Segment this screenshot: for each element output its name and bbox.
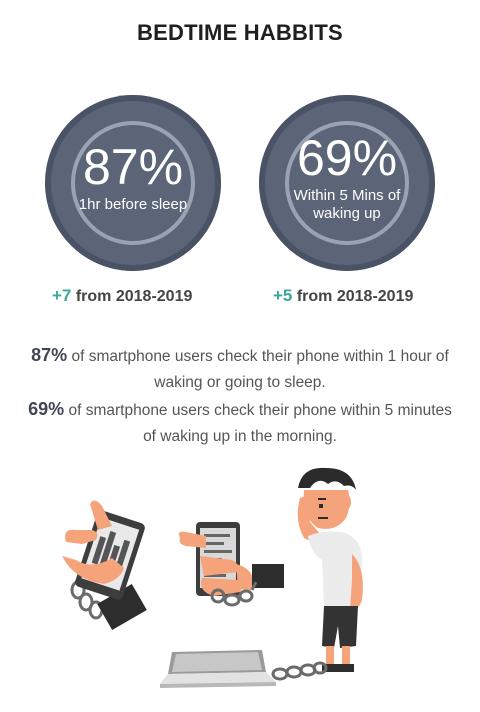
delta-label: from 2018-2019 [296,288,414,305]
summary-pct: 87% [31,345,68,365]
stat-value: 87% [82,139,184,195]
summary-text: 87% of smartphone users check their phon… [24,342,456,450]
circle-ring [71,121,195,245]
laptop-icon [160,650,276,688]
page-title: BEDTIME HABBITS [137,20,343,45]
middle-hand-phone-icon [178,522,284,607]
delta-value: +5 [273,286,293,305]
circle-ring [285,121,409,245]
stat-circle-2: 69% Within 5 Mins of waking up [259,95,435,271]
summary-sentence: of smartphone users check their phone wi… [71,348,449,391]
summary-line-1: 87% of smartphone users check their phon… [24,342,456,396]
stat-value: 69% [296,130,398,186]
stat-delta-2: +5 from 2018-2019 [273,286,413,306]
person-illustration [297,467,363,672]
floor-chain-icon [271,661,328,681]
summary-line-2: 69% of smartphone users check their phon… [24,396,456,450]
illustration [62,467,363,688]
stat-caption: Within 5 Mins of waking up [293,187,401,222]
summary-sentence: of smartphone users check their phone wi… [68,402,452,445]
stat-caption: 1hr before sleep [78,196,188,213]
left-hand-phone-icon [62,500,147,630]
summary-pct: 69% [28,399,65,419]
stat-delta-1: +7 from 2018-2019 [52,286,192,306]
stat-circle-1: 87% 1hr before sleep [45,95,221,271]
delta-value: +7 [52,286,72,305]
delta-label: from 2018-2019 [75,288,193,305]
